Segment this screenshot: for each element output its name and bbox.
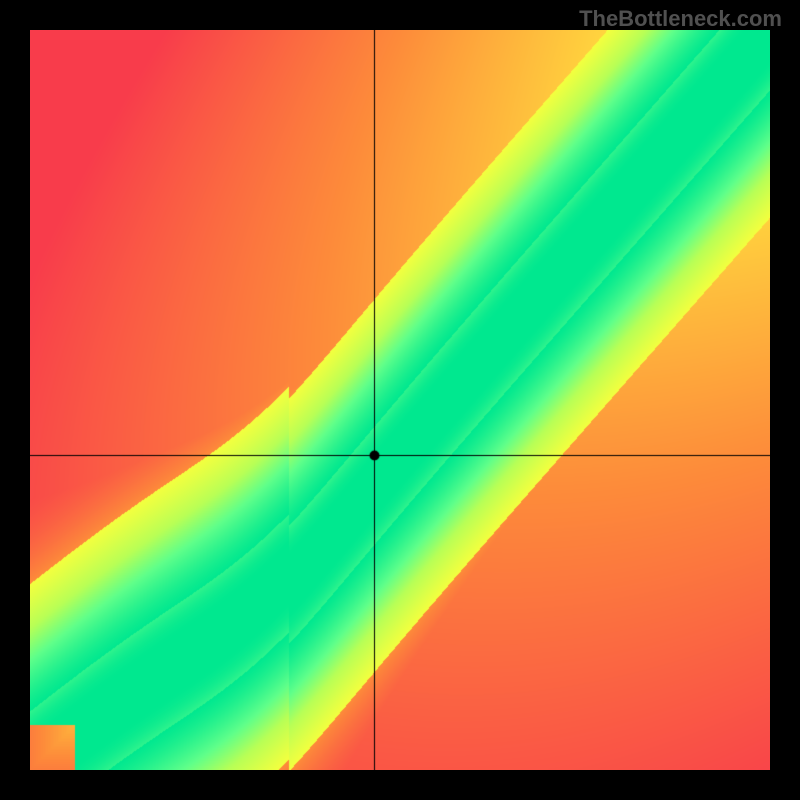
heatmap-canvas	[30, 30, 770, 770]
plot-area	[30, 30, 770, 770]
watermark-text: TheBottleneck.com	[579, 6, 782, 32]
chart-frame: TheBottleneck.com	[0, 0, 800, 800]
